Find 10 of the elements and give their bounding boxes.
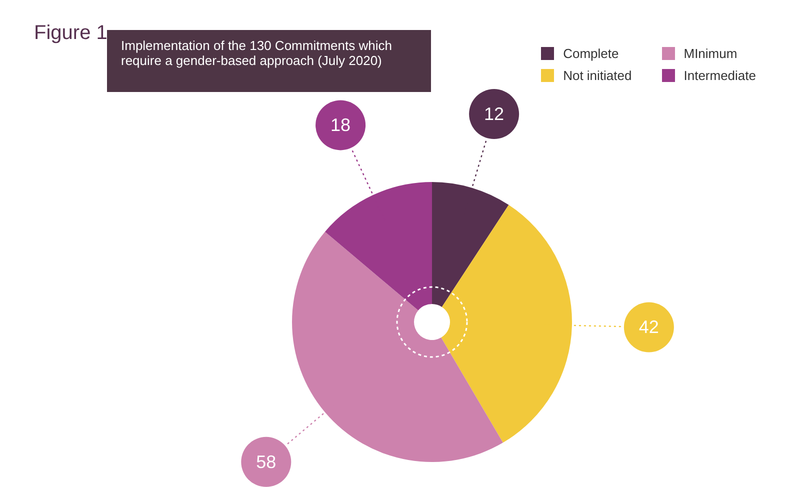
legend-label: Not initiated: [563, 68, 632, 82]
data-label: 42: [638, 317, 659, 338]
data-label: 58: [256, 452, 276, 472]
data-label: 12: [484, 104, 504, 124]
chart-title: Implementation of the 130 Commitments which require a gender-based approach (July 2020): [107, 30, 431, 92]
caption: Figure 1: [34, 22, 108, 45]
legend-label: Intermediate: [684, 68, 756, 82]
legend-label: MInimum: [684, 46, 738, 60]
legend-label: Complete: [563, 46, 619, 60]
data-label: 18: [330, 115, 351, 136]
